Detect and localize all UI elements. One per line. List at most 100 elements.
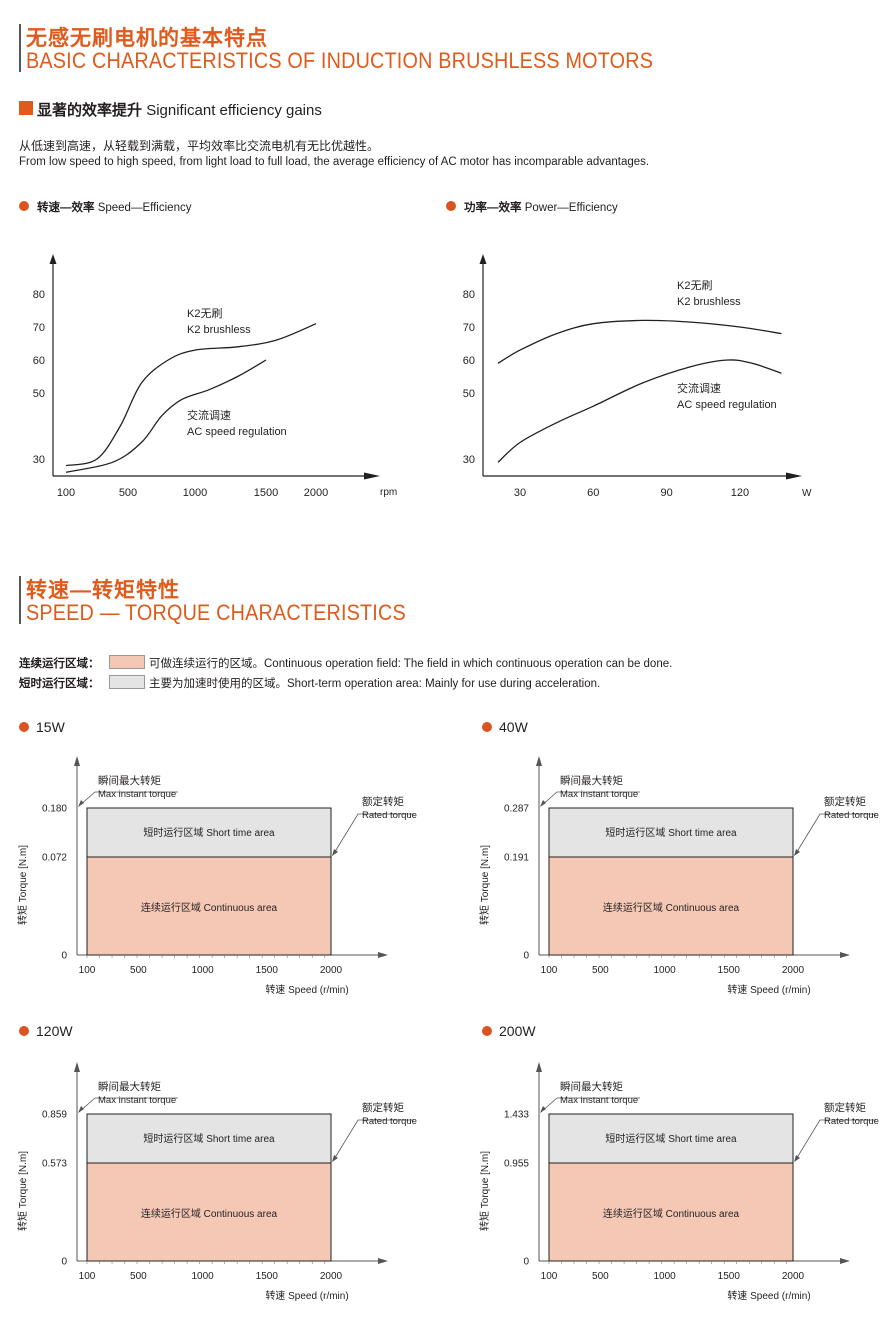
x-axis-arrow-icon	[786, 472, 802, 480]
subtitle: 显著的效率提升 Significant efficiency gains	[37, 99, 322, 120]
x-tick-label: 500	[130, 965, 147, 976]
chart-title-15w: 15W	[36, 719, 65, 735]
description-en: From low speed to high speed, from light…	[19, 156, 650, 168]
y-tick-label: 30	[33, 454, 45, 466]
max-torque-arrow-icon	[78, 1106, 84, 1113]
rated-torque-arrow-icon	[794, 849, 800, 856]
y-axis-label: 转矩 Torque [N.m]	[16, 845, 29, 925]
x-tick-label: 1500	[256, 1271, 279, 1282]
y-tick-label: 0.573	[42, 1159, 67, 1170]
series-line-ac-speed	[65, 359, 267, 473]
short-time-area	[548, 1113, 794, 1164]
legend-short-label: 短时运行区域：	[19, 678, 100, 690]
y-axis-arrow-icon	[74, 756, 80, 766]
y-tick-label: 0.859	[42, 1110, 67, 1121]
x-axis-arrow-icon	[840, 952, 850, 958]
rated-torque-leader	[332, 813, 414, 856]
max-torque-label-cn: 瞬间最大转矩	[98, 774, 161, 787]
legend-continuous-label: 连续运行区域：	[19, 658, 100, 670]
x-tick-label: 2000	[320, 965, 343, 976]
series-label-k2-en: K2 brushless	[187, 324, 251, 336]
y-axis-label: 转矩 Torque [N.m]	[478, 1151, 491, 1231]
series-line-k2-brushless	[65, 323, 317, 467]
x-tick-label: 100	[541, 1271, 558, 1282]
x-tick-label: 1500	[718, 965, 741, 976]
max-torque-label-en: Max instant torque	[98, 789, 176, 800]
x-axis-arrow-icon	[364, 472, 380, 480]
legend-short-swatch	[109, 675, 145, 689]
x-axis-arrow-icon	[378, 1258, 388, 1264]
torque-chart-200w: 短时运行区域 Short time area 连续运行区域 Continuous …	[478, 1062, 879, 1302]
y-tick-label: 0.180	[42, 804, 67, 815]
rated-torque-label-en: Rated torque	[362, 1116, 417, 1127]
rated-torque-label-en: Rated torque	[824, 810, 879, 821]
y-axis-arrow-icon	[479, 254, 487, 264]
y-tick-label: 0	[61, 951, 67, 962]
x-tick-label: 2000	[782, 965, 805, 976]
x-tick-label: 100	[79, 965, 96, 976]
x-axis-arrow-icon	[840, 1258, 850, 1264]
y-axis-label: 转矩 Torque [N.m]	[478, 845, 491, 925]
y-tick-label: 0	[523, 951, 529, 962]
x-tick-label: 500	[130, 1271, 147, 1282]
y-tick-label: 70	[463, 322, 475, 334]
y-tick-label: 70	[33, 322, 45, 334]
x-axis-unit: rpm	[380, 487, 397, 498]
continuous-area-label: 连续运行区域 Continuous area	[603, 901, 740, 914]
section1-title-cn: 无感无刷电机的基本特点	[26, 27, 268, 50]
max-torque-label-en: Max instant torque	[560, 789, 638, 800]
short-time-area	[86, 807, 332, 858]
y-tick-label: 80	[33, 289, 45, 301]
x-tick-label: 1000	[191, 965, 214, 976]
y-tick-label: 30	[463, 454, 475, 466]
chart-bullet-icon	[19, 722, 29, 732]
rated-torque-label-cn: 额定转矩	[824, 795, 866, 808]
x-tick-label: 1500	[254, 487, 278, 499]
series-line-k2-brushless	[497, 319, 782, 364]
rated-torque-leader	[794, 813, 876, 856]
rated-torque-arrow-icon	[332, 1155, 338, 1162]
y-axis-arrow-icon	[49, 254, 57, 264]
y-tick-label: 0	[523, 1257, 529, 1268]
rated-torque-leader	[794, 1119, 876, 1162]
section-marker	[19, 24, 21, 72]
legend-continuous-swatch	[109, 655, 145, 669]
y-axis-arrow-icon	[536, 756, 542, 766]
series-label-ac-cn: 交流调速	[187, 408, 231, 422]
x-tick-label: 2000	[304, 487, 328, 499]
chart-title-120w: 120W	[36, 1023, 73, 1039]
chart-bullet-icon	[482, 722, 492, 732]
max-torque-leader	[78, 791, 178, 807]
series-label-k2-cn: K2无刷	[677, 279, 712, 292]
x-tick-label: 100	[541, 965, 558, 976]
chart-bullet-icon	[446, 201, 456, 211]
speed-efficiency-chart: 30 50 60 70 80 100 500 1000 1500 2000 rpm K2无刷 K2…	[33, 254, 397, 499]
max-torque-arrow-icon	[540, 1106, 546, 1113]
subtitle-cn: 显著的效率提升	[37, 102, 143, 119]
y-tick-label: 0.955	[504, 1159, 529, 1170]
section1-title-en: BASIC CHARACTERISTICS OF INDUCTION BRUSH…	[26, 48, 654, 73]
continuous-area-label: 连续运行区域 Continuous area	[141, 901, 278, 914]
y-tick-label: 1.433	[504, 1110, 529, 1121]
subtitle-square-icon	[19, 101, 33, 115]
x-tick-label: 2000	[782, 1271, 805, 1282]
short-area-label: 短时运行区域 Short time area	[143, 1132, 275, 1145]
x-tick-label: 500	[119, 487, 137, 499]
x-axis-label: 转速 Speed (r/min)	[727, 1289, 810, 1302]
chart-bullet-icon	[19, 1026, 29, 1036]
continuous-area	[548, 1162, 794, 1262]
legend-continuous-desc: 可做连续运行的区域。Continuous operation field: Th…	[149, 658, 673, 670]
x-tick-label: 60	[587, 487, 599, 499]
x-tick-label: 30	[514, 487, 526, 499]
x-tick-label: 1000	[183, 487, 207, 499]
y-tick-label: 0.287	[504, 804, 529, 815]
y-tick-label: 60	[463, 355, 475, 367]
x-tick-label: 1500	[718, 1271, 741, 1282]
short-area-label: 短时运行区域 Short time area	[605, 826, 737, 839]
rated-torque-label-cn: 额定转矩	[824, 1101, 866, 1114]
continuous-area	[548, 856, 794, 956]
max-torque-leader	[540, 1097, 640, 1113]
torque-chart-120w: 短时运行区域 Short time area 连续运行区域 Continuous …	[16, 1062, 417, 1302]
series-line-ac-speed	[497, 359, 782, 463]
rated-torque-label-cn: 额定转矩	[362, 795, 404, 808]
